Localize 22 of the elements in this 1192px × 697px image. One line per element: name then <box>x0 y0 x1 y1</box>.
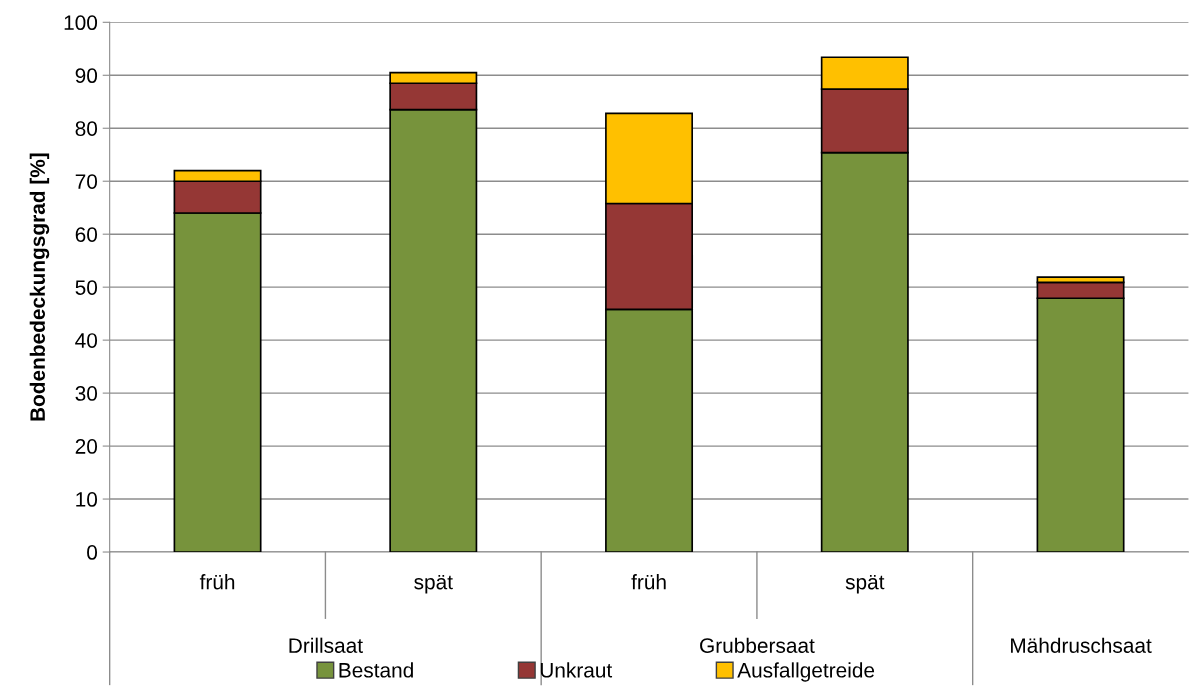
y-axis-title: Bodenbedeckungsgrad [%] <box>29 153 50 421</box>
y-tick-label: 40 <box>75 333 98 348</box>
y-tick-label: 70 <box>75 174 98 189</box>
text: Drillsaat <box>289 637 363 653</box>
y-tick-label: 10 <box>76 492 98 507</box>
y-tick-label: 50 <box>75 280 98 295</box>
y-tick-label: 30 <box>75 386 98 401</box>
x-tick-label: spät <box>845 574 885 594</box>
x-tick-label: früh <box>199 574 235 590</box>
x-tick-label: spät <box>414 574 453 594</box>
legend-label: Bestand <box>339 662 413 678</box>
x-tick-label: früh <box>631 574 666 590</box>
y-tick-label: 80 <box>75 121 98 136</box>
legend-label: Ausfallgetreide <box>737 662 875 682</box>
y-tick-label: 100 <box>64 15 98 31</box>
y-tick-label: 90 <box>75 68 98 84</box>
text: Grubbersaat <box>700 637 815 653</box>
text: Mähdruschsaat <box>1011 637 1152 653</box>
y-tick-label: 60 <box>75 227 98 242</box>
y-tick-label: 20 <box>75 439 98 454</box>
legend-label: Unkraut <box>540 662 613 678</box>
y-tick-label: 0 <box>87 545 98 560</box>
